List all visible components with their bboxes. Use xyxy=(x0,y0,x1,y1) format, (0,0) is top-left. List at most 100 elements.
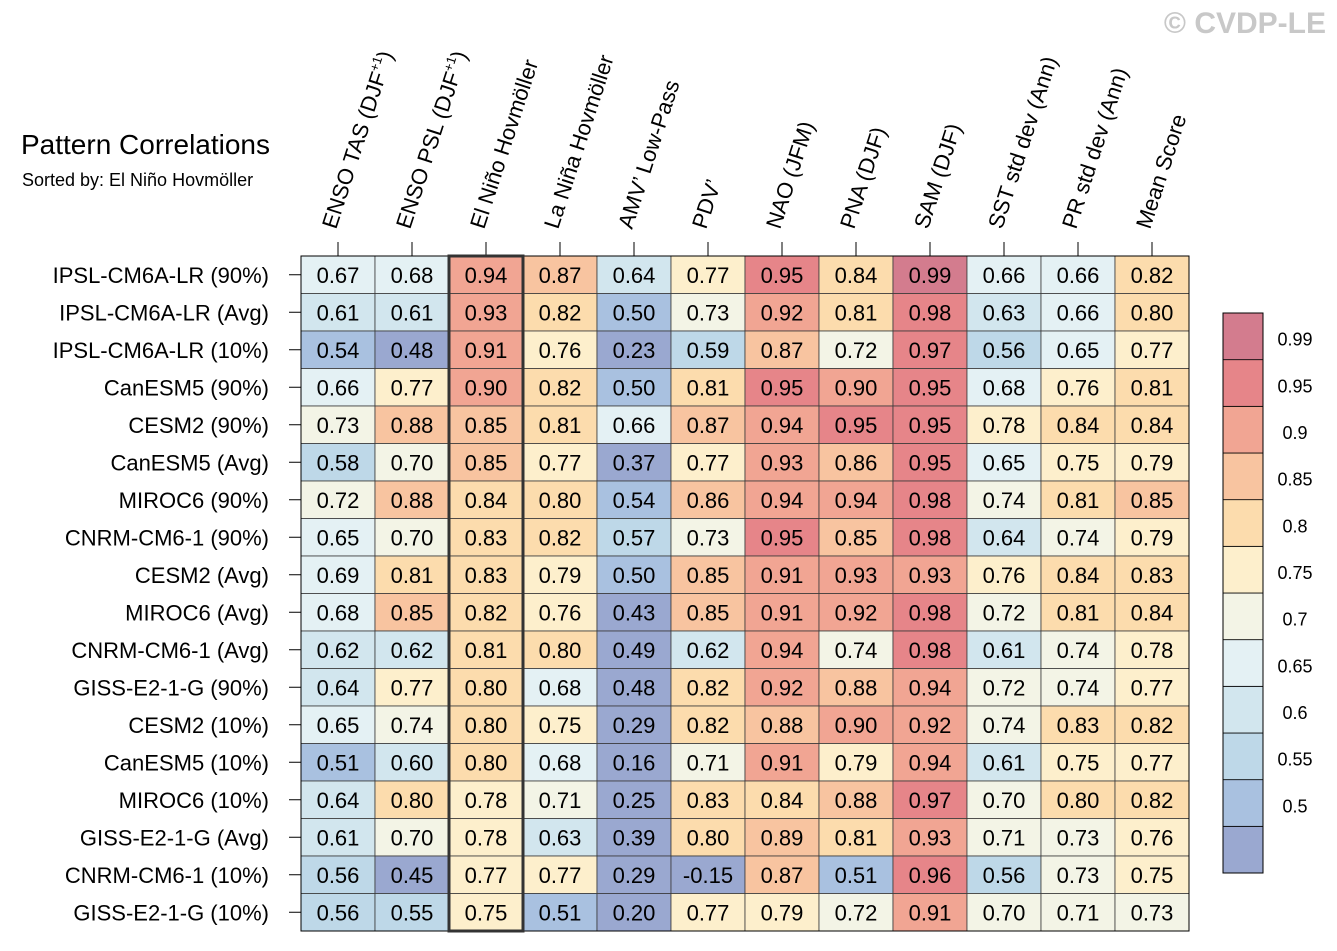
cell-value: 0.75 xyxy=(1131,863,1174,888)
heatmap-cell xyxy=(670,255,746,294)
cell-value: 0.56 xyxy=(983,863,1026,888)
cell-value: 0.77 xyxy=(1131,338,1174,363)
column-label-text: PR std dev (Ann) xyxy=(1057,65,1133,232)
cell-value: 0.78 xyxy=(465,825,508,850)
heatmap-cell xyxy=(300,705,376,744)
row-labels: IPSL-CM6A-LR (90%) IPSL-CM6A-LR (Avg) IPSL… xyxy=(53,263,301,925)
cell-value: 0.94 xyxy=(909,750,952,775)
cell-value: 0.84 xyxy=(1057,413,1100,438)
column-label-text: PNA (DJF) xyxy=(835,124,891,232)
column-label-text: La Niña Hovmöller xyxy=(539,52,619,232)
cell-value: 0.92 xyxy=(909,713,952,738)
heatmap-cell xyxy=(892,705,968,744)
heatmap-cell xyxy=(966,330,1042,369)
cell-value: 0.20 xyxy=(613,900,656,925)
heatmap-cell xyxy=(966,293,1042,332)
cell-value: 0.85 xyxy=(391,600,434,625)
cell-value: 0.71 xyxy=(1057,900,1100,925)
cell-value: 0.76 xyxy=(539,600,582,625)
heatmap-cell xyxy=(892,255,968,294)
row-label: CESM2 (10%) xyxy=(128,713,269,738)
cell-value: 0.50 xyxy=(613,375,656,400)
cell-value: 0.75 xyxy=(465,900,508,925)
colorbar-label: 0.5 xyxy=(1282,796,1307,816)
heatmap-cell xyxy=(448,780,524,819)
heatmap-cell xyxy=(966,368,1042,407)
heatmap-cell xyxy=(670,668,746,707)
cell-value: 0.83 xyxy=(687,788,730,813)
heatmap-cell xyxy=(1040,855,1116,894)
cell-value: 0.98 xyxy=(909,600,952,625)
heatmap-cell xyxy=(448,893,524,932)
cell-value: 0.61 xyxy=(317,300,360,325)
heatmap-cell xyxy=(670,780,746,819)
row-label: CNRM-CM6-1 (Avg) xyxy=(71,638,269,663)
heatmap-cell xyxy=(448,518,524,557)
column-label: AMV’ Low-Pass xyxy=(613,77,685,232)
cell-value: 0.81 xyxy=(539,413,582,438)
heatmap-cell xyxy=(1114,255,1190,294)
cell-value: 0.90 xyxy=(835,713,878,738)
cell-value: 0.90 xyxy=(465,375,508,400)
cell-value: 0.72 xyxy=(835,338,878,363)
heatmap-cell xyxy=(818,593,894,632)
chart-title: Pattern Correlations xyxy=(21,129,270,160)
cell-value: 0.81 xyxy=(835,300,878,325)
column-label: La Niña Hovmöller xyxy=(539,52,619,232)
cell-value: 0.78 xyxy=(983,413,1026,438)
cell-value: 0.94 xyxy=(835,488,878,513)
heatmap-cell xyxy=(448,593,524,632)
cell-value: 0.71 xyxy=(983,825,1026,850)
heatmap-cell xyxy=(966,893,1042,932)
cell-value: 0.68 xyxy=(391,263,434,288)
heatmap-cell xyxy=(892,593,968,632)
heatmap-cell xyxy=(522,368,598,407)
cell-value: 0.87 xyxy=(761,338,804,363)
cell-value: 0.67 xyxy=(317,263,360,288)
heatmap-cell xyxy=(1114,855,1190,894)
cell-value: 0.51 xyxy=(539,900,582,925)
cell-value: 0.84 xyxy=(835,263,878,288)
cell-value: 0.69 xyxy=(317,563,360,588)
heatmap-cell xyxy=(818,668,894,707)
colorbar-bin xyxy=(1222,452,1264,501)
heatmap-cell xyxy=(1114,893,1190,932)
heatmap-cell xyxy=(374,480,450,519)
heatmap-cell xyxy=(448,555,524,594)
heatmap-cell xyxy=(1114,705,1190,744)
column-label-text: El Niño Hovmöller xyxy=(465,56,543,231)
row-label: CESM2 (90%) xyxy=(128,413,269,438)
cell-value: 0.73 xyxy=(1131,900,1174,925)
row-label: MIROC6 (90%) xyxy=(119,488,269,513)
heatmap-cell xyxy=(374,705,450,744)
cell-value: 0.73 xyxy=(687,300,730,325)
cell-value: 0.68 xyxy=(539,675,582,700)
heatmap-cell xyxy=(448,405,524,444)
cell-value: 0.94 xyxy=(465,263,508,288)
cell-value: 0.59 xyxy=(687,338,730,363)
cell-value: 0.77 xyxy=(1131,675,1174,700)
cell-value: 0.48 xyxy=(613,675,656,700)
cell-value: 0.37 xyxy=(613,450,656,475)
cell-value: 0.70 xyxy=(983,788,1026,813)
cell-value: 0.95 xyxy=(835,413,878,438)
heatmap-cell xyxy=(1114,780,1190,819)
colorbar-label: 0.75 xyxy=(1277,563,1312,583)
column-label-superscript: +1 xyxy=(366,54,385,73)
cell-value: 0.74 xyxy=(1057,675,1100,700)
cell-value: 0.71 xyxy=(687,750,730,775)
column-label-text: SST std dev (Ann) xyxy=(983,53,1062,231)
heatmap-cell xyxy=(1040,443,1116,482)
cell-value: 0.77 xyxy=(687,450,730,475)
heatmap-cell xyxy=(670,855,746,894)
cell-value: 0.98 xyxy=(909,638,952,663)
cell-value: 0.88 xyxy=(391,488,434,513)
heatmap-cell xyxy=(596,668,672,707)
cell-value: 0.65 xyxy=(317,525,360,550)
heatmap-cell xyxy=(892,743,968,782)
cell-value: 0.97 xyxy=(909,338,952,363)
cell-value: 0.82 xyxy=(539,300,582,325)
colorbar-bin xyxy=(1222,825,1264,874)
cell-value: 0.77 xyxy=(539,863,582,888)
cell-value: 0.58 xyxy=(317,450,360,475)
